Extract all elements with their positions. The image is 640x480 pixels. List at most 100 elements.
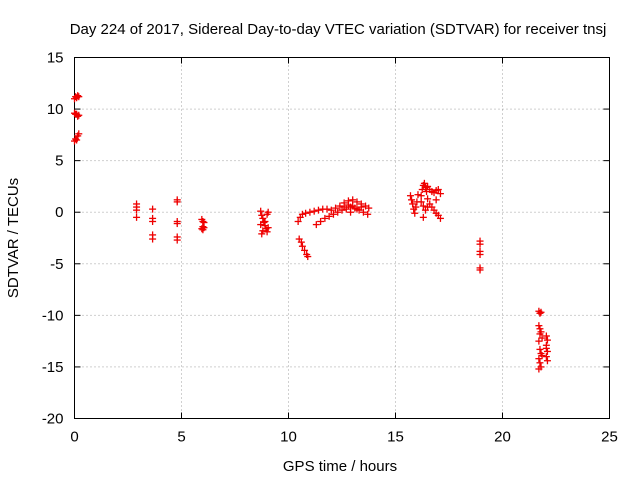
data-point [173,198,181,206]
data-point [417,198,425,206]
data-point [364,210,372,218]
data-point [323,205,331,213]
data-point [436,190,444,198]
y-tick-labels: 15 10 5 0 -5 -10 -15 -20 [42,50,64,428]
data-point [538,352,546,360]
x-tick-label: 15 [387,429,404,446]
y-tick-label: 10 [47,101,64,118]
data-point [149,217,157,225]
data-point [365,204,373,212]
data-point [173,236,181,244]
plot-frame [74,57,610,419]
data-point [310,207,318,215]
grid [74,57,610,419]
y-tick-label: -5 [50,256,63,273]
data-point [536,359,544,367]
x-tick-label: 10 [280,429,297,446]
data-point [321,214,329,222]
data-point [420,179,428,187]
data-point [264,208,272,216]
data-point [75,93,83,101]
x-tick-label: 0 [70,429,78,446]
data-point [535,322,543,330]
data-point [344,201,352,209]
data-point [535,355,543,363]
data-point [542,344,550,352]
data-point [434,186,442,194]
data-point [408,196,416,204]
data-point [74,92,82,100]
data-point [542,353,550,361]
data-point [476,266,484,274]
data-point [543,347,551,355]
data-point [432,196,440,204]
data-point [75,130,83,138]
data-point [536,330,544,338]
data-point [349,196,357,204]
data-point [74,112,82,120]
y-tick-label: 0 [55,204,63,221]
data-point [173,220,181,228]
data-point [149,205,157,213]
data-point [259,227,267,235]
data-point [264,224,272,232]
data-point [149,235,157,243]
y-tick-label: -10 [42,307,64,324]
data-point [312,221,320,229]
data-point [359,208,367,216]
data-point [419,202,427,210]
data-point [411,209,419,217]
data-point [75,111,83,119]
x-tick-label: 5 [177,429,185,446]
data-point [263,228,271,236]
data-point [436,214,444,222]
data-point [327,206,335,214]
data-point [304,253,312,261]
data-point [536,309,544,317]
data-point [261,217,269,225]
x-tick-labels: 0 5 10 15 20 25 [70,429,618,446]
data-point [543,336,551,344]
data-point [412,203,420,211]
data-point [353,205,361,213]
data-point [357,203,365,211]
data-point [332,204,340,212]
data-point [306,208,314,216]
data-point [414,191,422,199]
x-tick-label: 25 [601,429,618,446]
data-point [535,365,543,373]
data-point [317,217,325,225]
data-point [336,202,344,210]
data-point [329,210,337,218]
data-point [476,251,484,259]
y-tick-label: 15 [47,50,64,67]
data-point [199,226,207,234]
y-tick-label: 5 [55,153,63,170]
data-point [297,238,305,246]
data-point [419,213,427,221]
data-point [298,242,306,250]
data-point [325,212,333,220]
data-point [347,208,355,216]
data-point [542,332,550,340]
data-point [334,208,342,216]
data-point [257,207,265,215]
x-axis-label: GPS time / hours [283,458,397,475]
data-series [71,92,551,373]
data-point [294,217,302,225]
data-point [133,213,141,221]
x-tick-label: 20 [494,429,511,446]
data-point [340,203,348,211]
data-point [476,240,484,248]
data-point [536,345,544,353]
data-point [543,357,551,365]
axis-ticks [74,57,610,419]
y-tick-label: -15 [42,359,64,376]
data-point [406,192,414,200]
data-point [301,246,309,254]
data-point [349,202,357,210]
data-point [258,230,266,238]
data-point [314,206,322,214]
data-point [258,211,266,219]
